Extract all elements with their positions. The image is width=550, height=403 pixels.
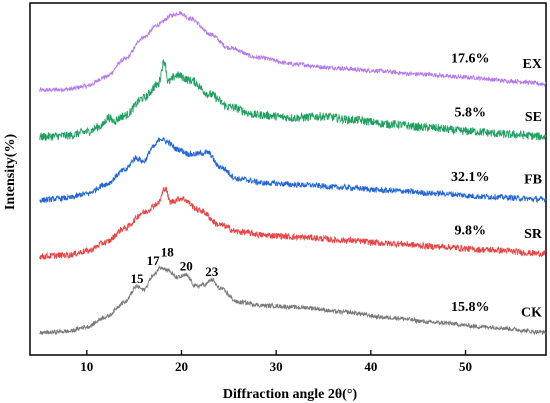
peak-label-17: 17 bbox=[147, 253, 161, 268]
series-line-sr bbox=[39, 186, 547, 261]
plot-border bbox=[29, 2, 547, 356]
x-tick-label: 20 bbox=[175, 359, 188, 374]
y-axis-title: Intensity(%) bbox=[3, 134, 18, 211]
peak-label-15: 15 bbox=[130, 271, 144, 286]
x-tick-label: 10 bbox=[80, 359, 93, 374]
series-layer: EX 17.6% SE 5.8% FB 32.1% SR 9.8% CK 15.8% bbox=[39, 11, 547, 336]
series-label-sr: SR bbox=[524, 227, 543, 242]
axis-layer: 10 20 30 40 50 bbox=[80, 350, 472, 374]
percent-label-se: 5.8% bbox=[455, 105, 487, 120]
x-axis-title: Diffraction angle 2θ(°) bbox=[223, 387, 358, 402]
series-line-fb bbox=[39, 136, 547, 204]
x-tick-label: 30 bbox=[270, 359, 283, 374]
series-line-ex bbox=[39, 11, 547, 93]
series-line-ck bbox=[39, 265, 547, 336]
percent-label-ck: 15.8% bbox=[451, 300, 490, 315]
percent-label-fb: 32.1% bbox=[451, 170, 490, 185]
x-tick-label: 50 bbox=[459, 359, 472, 374]
x-tick-label: 40 bbox=[364, 359, 377, 374]
percent-label-sr: 9.8% bbox=[455, 223, 487, 238]
series-label-ex: EX bbox=[523, 57, 542, 72]
series-label-se: SE bbox=[525, 110, 542, 125]
peak-label-18: 18 bbox=[161, 244, 175, 259]
peak-label-20: 20 bbox=[180, 259, 193, 274]
peak-label-23: 23 bbox=[205, 264, 219, 279]
percent-label-ex: 17.6% bbox=[451, 52, 490, 67]
series-label-fb: FB bbox=[524, 173, 542, 188]
plot-frame bbox=[29, 2, 547, 356]
series-line-se bbox=[39, 58, 547, 142]
series-label-ck: CK bbox=[521, 305, 542, 320]
